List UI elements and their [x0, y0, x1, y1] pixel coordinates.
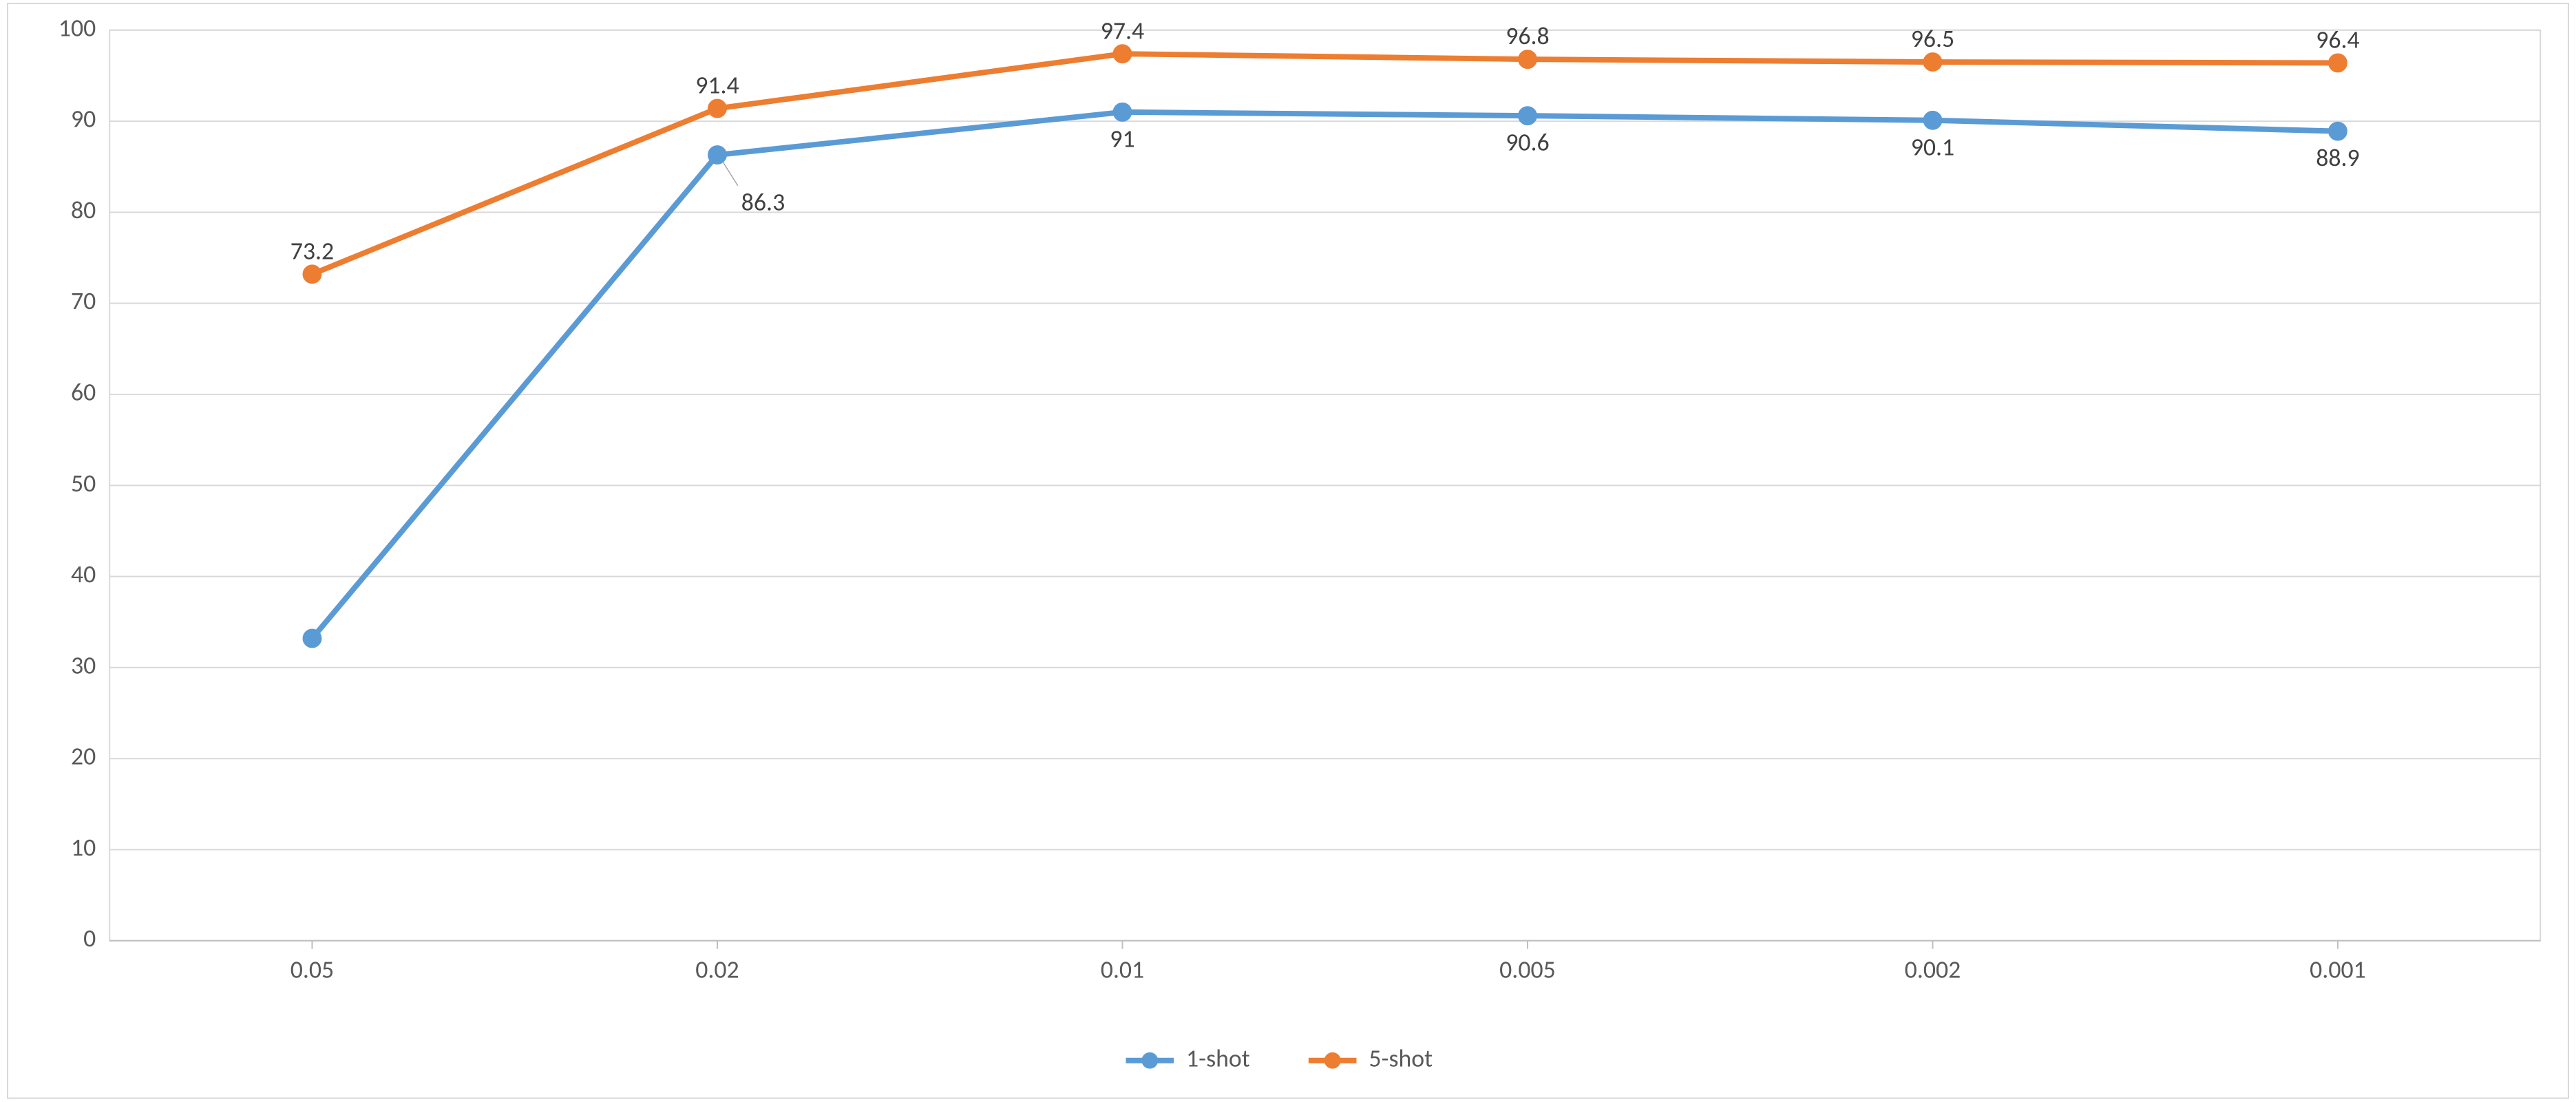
line-chart: 0 10 20 30 40 50 60 70 80 90 100 0.05 0.02 0.01 0.005 0…: [7, 3, 2569, 1099]
y-tick-label: 100: [59, 13, 96, 43]
data-label: 86.3: [741, 187, 785, 218]
series-marker: [1115, 46, 1131, 63]
outer-border: [8, 3, 2568, 1098]
data-label: 96.5: [1911, 23, 1954, 54]
series-marker: [709, 147, 726, 163]
series-marker: [1519, 107, 1536, 124]
x-tick-label: 0.02: [695, 955, 739, 985]
series-marker: [2330, 123, 2346, 140]
y-tick-label: 50: [71, 468, 96, 498]
x-tick-label: 0.001: [2310, 955, 2366, 985]
series-marker: [709, 100, 726, 117]
x-tick-label: 0.01: [1101, 955, 1144, 985]
data-label: 96.8: [1506, 21, 1549, 52]
series-marker: [1115, 104, 1131, 120]
x-tick-label: 0.002: [1905, 955, 1961, 985]
series-marker: [1925, 54, 1941, 70]
series-marker: [304, 266, 321, 283]
y-tick-label: 10: [71, 832, 96, 862]
chart-frame: 0 10 20 30 40 50 60 70 80 90 100 0.05 0.02 0.01 0.005 0…: [7, 3, 2569, 1099]
legend-label: 1-shot: [1186, 1043, 1250, 1074]
data-label: 90.1: [1911, 132, 1954, 162]
y-tick-label: 20: [71, 741, 96, 772]
y-tick-label: 70: [71, 286, 96, 316]
data-label: 91: [1110, 124, 1134, 154]
x-tick-label: 0.05: [291, 955, 334, 985]
y-tick-label: 80: [71, 195, 96, 225]
data-label: 90.6: [1506, 127, 1549, 158]
y-tick-label: 90: [71, 104, 96, 134]
legend-swatch-marker: [1324, 1052, 1341, 1069]
data-label: 97.4: [1101, 16, 1144, 46]
legend-label: 5-shot: [1369, 1043, 1433, 1074]
series-marker: [1925, 112, 1941, 129]
legend-swatch-marker: [1141, 1052, 1158, 1069]
y-tick-label: 0: [83, 924, 96, 954]
series-marker: [1519, 51, 1536, 67]
data-label: 88.9: [2316, 142, 2359, 173]
y-tick-label: 40: [71, 559, 96, 589]
data-label: 73.2: [291, 236, 334, 266]
y-tick-label: 30: [71, 650, 96, 681]
y-tick-label: 60: [71, 377, 96, 407]
data-label: 96.4: [2316, 25, 2359, 55]
series-marker: [2330, 55, 2346, 72]
data-label: 91.4: [695, 70, 739, 100]
x-tick-label: 0.005: [1499, 955, 1556, 985]
series-marker: [304, 631, 321, 647]
